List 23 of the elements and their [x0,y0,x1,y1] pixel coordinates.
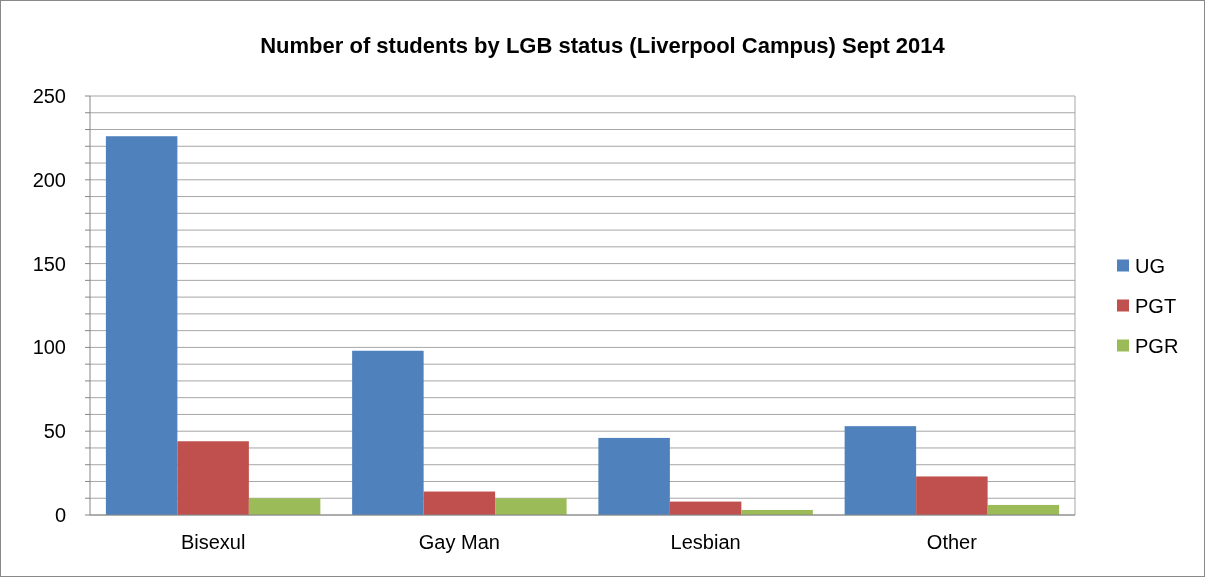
bar [248,498,321,515]
x-tick-label: Other [926,531,978,553]
legend-label: UG [1135,254,1165,277]
y-tick-label: 250 [32,85,66,107]
legend-label: PGR [1135,334,1179,357]
bar [177,441,249,515]
legend-label: PGT [1135,294,1177,317]
y-tick-label: 0 [54,504,66,526]
bar [423,491,496,515]
bar [598,437,670,515]
y-tick-label: 100 [32,336,66,359]
chart-title: Number of students by LGB status (Liverpool Campus) Sept 2014 [260,33,946,58]
bar [352,350,424,515]
bar [916,476,988,515]
bar [495,498,567,515]
x-tick-label: Bisexul [180,531,246,553]
y-tick-label: 150 [32,252,66,275]
bar [105,136,178,515]
x-tick-label: Gay Man [418,531,500,553]
y-tick-label: 50 [43,420,66,443]
y-tick-label: 200 [32,168,66,191]
bar [844,426,917,515]
x-tick-label: Lesbian [670,531,741,553]
